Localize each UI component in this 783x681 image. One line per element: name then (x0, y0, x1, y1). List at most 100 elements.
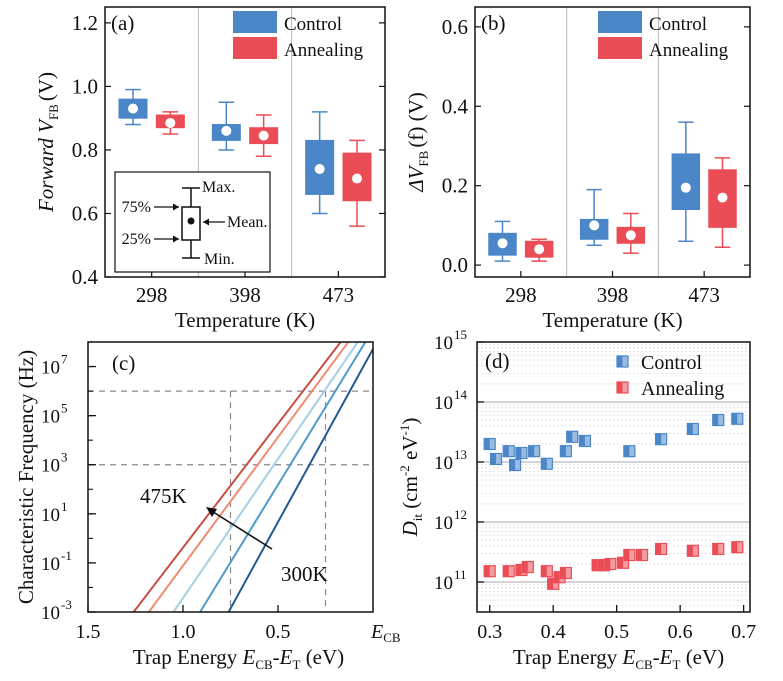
marker-half (636, 549, 643, 561)
y-tick-label: 10 (434, 573, 453, 594)
y-axis-title-sup1: -2 (397, 465, 412, 476)
inset-label-q1: 25% (122, 231, 151, 248)
x-tick-label: 1.0 (171, 621, 196, 643)
mean-marker (314, 164, 325, 174)
x-axis-title-sub1: CB (255, 657, 273, 672)
y-tick-exponent: -1 (61, 548, 72, 563)
panel-a: 0.4 0.6 0.8 1.0 1.2 298 398 473 Temperature (K) F… (34, 6, 386, 332)
marker-half (731, 541, 738, 553)
panel-label: (c) (112, 351, 135, 375)
y-tick-label: 10 (41, 456, 60, 477)
marker-half (509, 459, 516, 471)
x-axis-title-unit: (eV) (300, 645, 344, 669)
panel-label: (b) (481, 11, 506, 35)
marker-half (617, 557, 624, 569)
y-tick-exponent: 7 (61, 352, 68, 367)
y-axis-title-main: ΔV (404, 164, 428, 192)
x-axis-title-e2: E (659, 645, 673, 669)
y-tick-label: 10 (41, 358, 60, 379)
legend-label: Annealing (284, 40, 364, 61)
legend-label: Annealing (641, 378, 724, 400)
marker-half (522, 561, 528, 573)
marker-half (687, 545, 693, 557)
marker-half (598, 559, 604, 571)
x-tick-label: 0.4 (541, 621, 566, 643)
marker-half (490, 453, 497, 465)
axes-frame (87, 341, 374, 613)
x-tick-label: 0.7 (731, 621, 756, 643)
mean-marker (534, 244, 545, 255)
y-tick-exponent: 11 (454, 567, 467, 582)
marker-half (566, 431, 573, 443)
x-axis-title-e1: E (241, 645, 255, 669)
frequency-line (147, 342, 350, 612)
marker-half (604, 558, 611, 570)
mean-marker (589, 220, 600, 231)
temperature-arrow (209, 509, 273, 550)
x-axis-title-main: Trap Energy (513, 645, 623, 669)
legend-label: Control (284, 14, 342, 35)
marker-half (541, 458, 547, 470)
marker-half (484, 438, 490, 450)
x-axis-title: Trap Energy ECB-ET (eV) (513, 645, 724, 672)
mean-marker (221, 125, 232, 136)
y-axis-title: Dit (cm-2 eV-1) (397, 418, 425, 538)
marker-half (541, 565, 547, 577)
mean-marker (165, 117, 176, 128)
inset-label-q3: 75% (122, 199, 151, 216)
legend-swatch-annealing (233, 37, 277, 59)
x-axis-title: Temperature (K) (175, 308, 315, 332)
y-tick-label: 0.6 (72, 201, 98, 225)
marker-half (623, 549, 630, 561)
x-axis-title-e1: E (621, 645, 635, 669)
x-axis-title-e2: E (279, 645, 293, 669)
inset-mean-dot (187, 217, 195, 225)
x-tick-label: 0.6 (668, 621, 693, 643)
x-axis-title-main: Trap Energy (133, 645, 243, 669)
mean-marker (717, 192, 728, 203)
legend-swatch-control (598, 11, 642, 33)
mean-marker (625, 230, 636, 241)
frequency-line (132, 342, 342, 612)
legend-label: Annealing (649, 40, 729, 61)
marker-half (554, 571, 560, 583)
y-tick-exponent: 14 (454, 387, 468, 402)
x-axis-title-dash: - (653, 645, 660, 669)
marker-half (528, 445, 535, 457)
frequency-line (227, 346, 373, 612)
y-tick-label: 10 (434, 453, 453, 474)
marker-half (592, 559, 598, 571)
y-axis-title-main: D (398, 521, 422, 537)
legend-swatch-control (233, 11, 277, 33)
inset-label-mean: Mean. (227, 214, 267, 231)
legend-marker-half (617, 382, 623, 393)
y-tick-label: 0.4 (442, 94, 469, 118)
x-tick-label: 398 (597, 283, 629, 307)
mean-marker (680, 182, 691, 193)
annotation-300k: 300K (281, 562, 328, 586)
y-axis-title-sub: it (410, 514, 425, 522)
marker-half (712, 543, 719, 555)
x-tick-label: 0.3 (477, 621, 502, 643)
x-end-label: ECB (370, 621, 401, 645)
legend-swatch-annealing (598, 37, 642, 59)
y-tick-label: 10 (41, 554, 60, 575)
inset-label-min: Min. (204, 251, 235, 268)
y-tick-label: 10 (434, 333, 453, 354)
marker-half (484, 565, 490, 577)
y-tick-label: 1.2 (72, 11, 98, 35)
x-tick-label: 473 (688, 283, 720, 307)
inset-arrowhead-q3 (173, 203, 179, 211)
panel-label: (a) (111, 11, 134, 35)
x-tick-label: 0.5 (604, 621, 629, 643)
x-axis-title: Temperature (K) (542, 308, 682, 332)
y-axis-title-end: ) (398, 418, 422, 425)
x-axis-title-sub2: T (292, 657, 300, 672)
marker-half (503, 445, 509, 457)
y-axis-title-sup2: -1 (397, 425, 412, 436)
inset-label-max: Max. (202, 179, 235, 196)
